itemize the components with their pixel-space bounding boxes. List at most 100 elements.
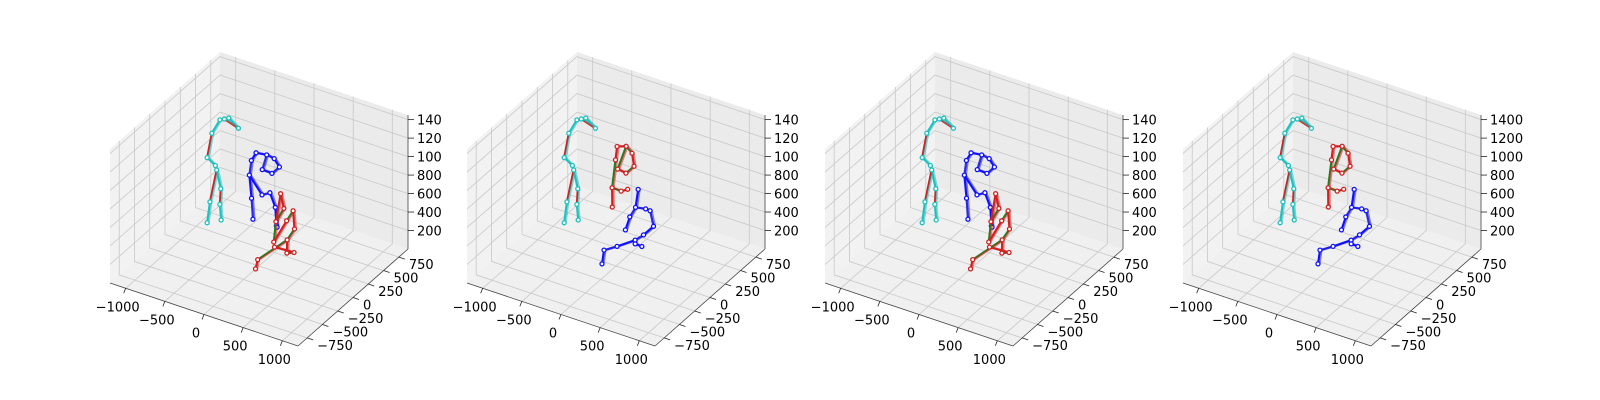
skeleton-joint (1331, 166, 1337, 172)
skeleton-joint (1325, 204, 1331, 210)
skeleton-bone (963, 174, 979, 196)
x-tick-mark (1313, 327, 1317, 333)
grid-line-z (466, 148, 766, 247)
z-tick-label: 800 (774, 169, 799, 184)
y-tick-label: 750 (766, 258, 791, 273)
skeleton-joint (1363, 208, 1369, 214)
grid-line-z (466, 93, 766, 191)
skeleton-bone-shadow (635, 188, 641, 209)
skeleton-joint (207, 199, 213, 205)
x-tick-label: 500 (223, 340, 248, 355)
z-tick-label: 800 (417, 169, 442, 184)
grid-line-x (1355, 109, 1466, 342)
skeleton-joint (1285, 162, 1292, 169)
skeleton-joint (601, 247, 607, 253)
y-tick-mark (1067, 297, 1075, 300)
skeleton-bone-shadow (1280, 132, 1288, 159)
skeleton-bone (1365, 209, 1371, 228)
skeleton-joint (933, 186, 939, 192)
grid-line-z (824, 93, 1124, 191)
skeleton-joint (217, 117, 223, 123)
z-tick-label: 200 (1490, 225, 1515, 240)
y-tick-mark (352, 297, 360, 300)
skeleton-bone-shadow (274, 219, 290, 244)
skeleton-joint (987, 204, 993, 211)
x-tick-mark (597, 327, 601, 333)
z-tick-label: 140 (417, 114, 442, 129)
y-tick-label: −250 (1063, 312, 1099, 327)
x-tick-label: −500 (854, 313, 890, 328)
skeleton-joint (564, 199, 570, 205)
skeleton-joint (979, 152, 985, 158)
x-tick-mark (519, 301, 523, 307)
skeleton-joint (1348, 204, 1355, 211)
x-tick-label: 0 (907, 327, 915, 342)
y-tick-label: −250 (705, 312, 741, 327)
skeleton-joint (963, 195, 970, 201)
skeleton-joint (632, 204, 639, 211)
y-tick-mark (1410, 310, 1417, 314)
grid-line-x (282, 109, 393, 342)
skeleton-bone-shadow (1293, 203, 1297, 222)
skeleton-bone-shadow (1334, 145, 1345, 171)
skeleton-joint (273, 219, 279, 225)
skeleton-joint (615, 166, 621, 172)
skeleton-bone-shadow (973, 238, 1005, 261)
skeleton-joint (575, 186, 581, 192)
skeleton-1 (1277, 115, 1315, 226)
skeleton-joint (640, 232, 647, 238)
x-tick-label: 1000 (615, 353, 648, 368)
skeleton-bone-shadow (577, 203, 581, 222)
grid-line-y (894, 87, 1084, 285)
skeleton-joint (271, 156, 277, 162)
skeleton-joint (569, 162, 576, 169)
skeleton-bone-shadow (935, 203, 939, 222)
skeleton-joint (1347, 163, 1353, 169)
skeleton-joint (996, 205, 1002, 212)
grid-line-y (521, 100, 711, 298)
x-tick-mark (1196, 288, 1200, 294)
skeleton-joint (974, 166, 980, 173)
skeleton-bone-shadow (1293, 187, 1297, 206)
y-tick-label: −750 (1390, 339, 1426, 354)
skeleton-joint (609, 204, 615, 210)
skeleton-1 (919, 115, 957, 226)
skeleton-joint (561, 220, 567, 226)
y-tick-mark (322, 324, 329, 327)
skeleton-joint (968, 150, 974, 156)
skeleton-joint (574, 117, 580, 123)
skeleton-bone (292, 209, 296, 231)
z-tick-label: 140 (1132, 114, 1157, 129)
skeleton-bone-shadow (922, 132, 930, 159)
grid-line-x (521, 70, 633, 302)
grid-line-x (997, 109, 1108, 342)
skeleton-joint (1366, 223, 1373, 229)
grid-line-z (466, 130, 766, 228)
y-tick-mark (383, 270, 390, 273)
x-tick-mark (916, 314, 920, 320)
skeleton-joint (253, 150, 259, 156)
skeleton-joint (284, 250, 290, 256)
skeleton-joint (932, 117, 938, 123)
skeleton-joint (599, 261, 605, 267)
skeleton-bone-shadow (210, 168, 220, 203)
grid-line-z (109, 74, 409, 173)
x-tick-mark (994, 340, 998, 346)
skeleton-joint (1299, 115, 1305, 121)
grid-line-z (824, 130, 1124, 228)
skeleton-bone (248, 174, 253, 200)
y-tick-mark (1471, 256, 1478, 260)
skeleton-1 (204, 115, 242, 226)
x-tick-label: 0 (1265, 327, 1273, 342)
z-tick-label: 800 (1132, 169, 1157, 184)
x-tick-label: −1000 (1169, 300, 1213, 315)
grid-line-z (109, 56, 409, 154)
skeleton-joint (650, 223, 657, 229)
skeleton-joint (1280, 199, 1286, 205)
y-tick-mark (307, 337, 314, 341)
skeleton-bone (563, 132, 570, 159)
skeleton-bone-shadow (932, 168, 939, 190)
grid-line-y (1222, 114, 1411, 312)
skeleton-joint (1282, 130, 1288, 136)
